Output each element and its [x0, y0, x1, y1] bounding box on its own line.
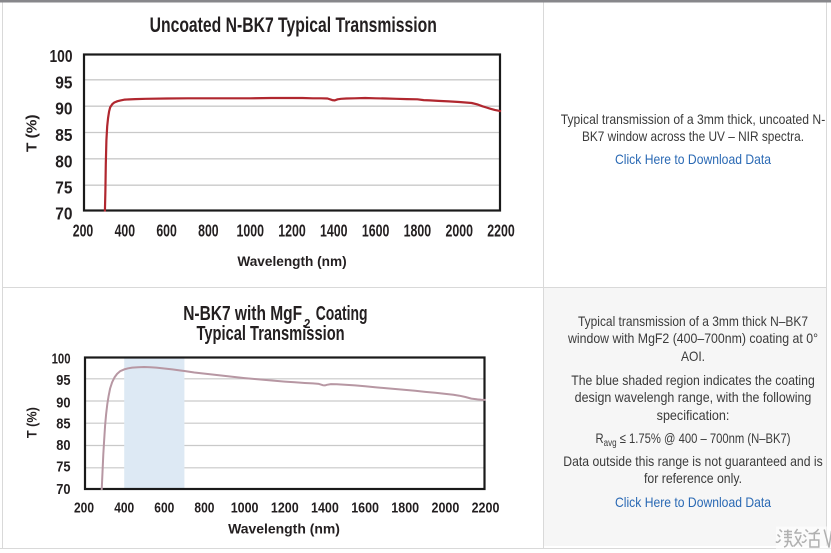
svg-text:1000: 1000	[231, 500, 259, 516]
svg-text:2200: 2200	[487, 221, 515, 241]
svg-text:1400: 1400	[320, 221, 348, 241]
svg-text:2: 2	[304, 316, 311, 331]
svg-text:1000: 1000	[236, 221, 264, 241]
svg-text:2200: 2200	[472, 500, 500, 516]
svg-text:80: 80	[56, 437, 71, 453]
svg-text:Uncoated N-BK7 Typical Transmi: Uncoated N-BK7 Typical Transmission	[150, 13, 437, 37]
svg-text:90: 90	[55, 99, 72, 119]
svg-text:Wavelength (nm): Wavelength (nm)	[237, 254, 346, 269]
svg-text:800: 800	[194, 499, 214, 516]
svg-text:600: 600	[154, 499, 174, 516]
svg-text:85: 85	[55, 125, 72, 145]
svg-text:95: 95	[56, 372, 71, 388]
svg-text:Typical Transmission: Typical Transmission	[197, 322, 345, 345]
svg-text:800: 800	[198, 221, 218, 241]
svg-text:1200: 1200	[278, 221, 306, 241]
svg-text:70: 70	[56, 481, 71, 497]
svg-text:85: 85	[56, 416, 71, 432]
svg-text:100: 100	[50, 46, 73, 66]
svg-text:75: 75	[55, 178, 72, 198]
svg-text:1600: 1600	[351, 500, 379, 516]
svg-text:2000: 2000	[445, 221, 473, 241]
svg-text:1200: 1200	[271, 500, 299, 516]
svg-text:2000: 2000	[432, 500, 460, 516]
svg-text:T (%): T (%)	[24, 407, 39, 438]
svg-text:200: 200	[74, 499, 94, 516]
svg-text:90: 90	[56, 395, 71, 411]
svg-text:Wavelength (nm): Wavelength (nm)	[228, 522, 340, 537]
svg-text:T (%): T (%)	[24, 115, 41, 152]
svg-text:1600: 1600	[362, 221, 390, 241]
svg-text:600: 600	[156, 221, 176, 241]
svg-text:200: 200	[73, 221, 93, 241]
svg-text:70: 70	[55, 203, 72, 223]
svg-text:1400: 1400	[311, 500, 339, 516]
svg-text:400: 400	[115, 221, 135, 241]
svg-text:80: 80	[55, 151, 72, 171]
svg-text:75: 75	[56, 459, 71, 475]
svg-text:95: 95	[55, 72, 72, 92]
svg-text:Coating: Coating	[316, 302, 368, 325]
svg-text:1800: 1800	[404, 221, 432, 241]
svg-text:100: 100	[52, 350, 71, 367]
svg-text:400: 400	[114, 499, 134, 516]
svg-text:N-BK7 with MgF: N-BK7 with MgF	[183, 302, 302, 324]
svg-text:1800: 1800	[391, 500, 419, 516]
